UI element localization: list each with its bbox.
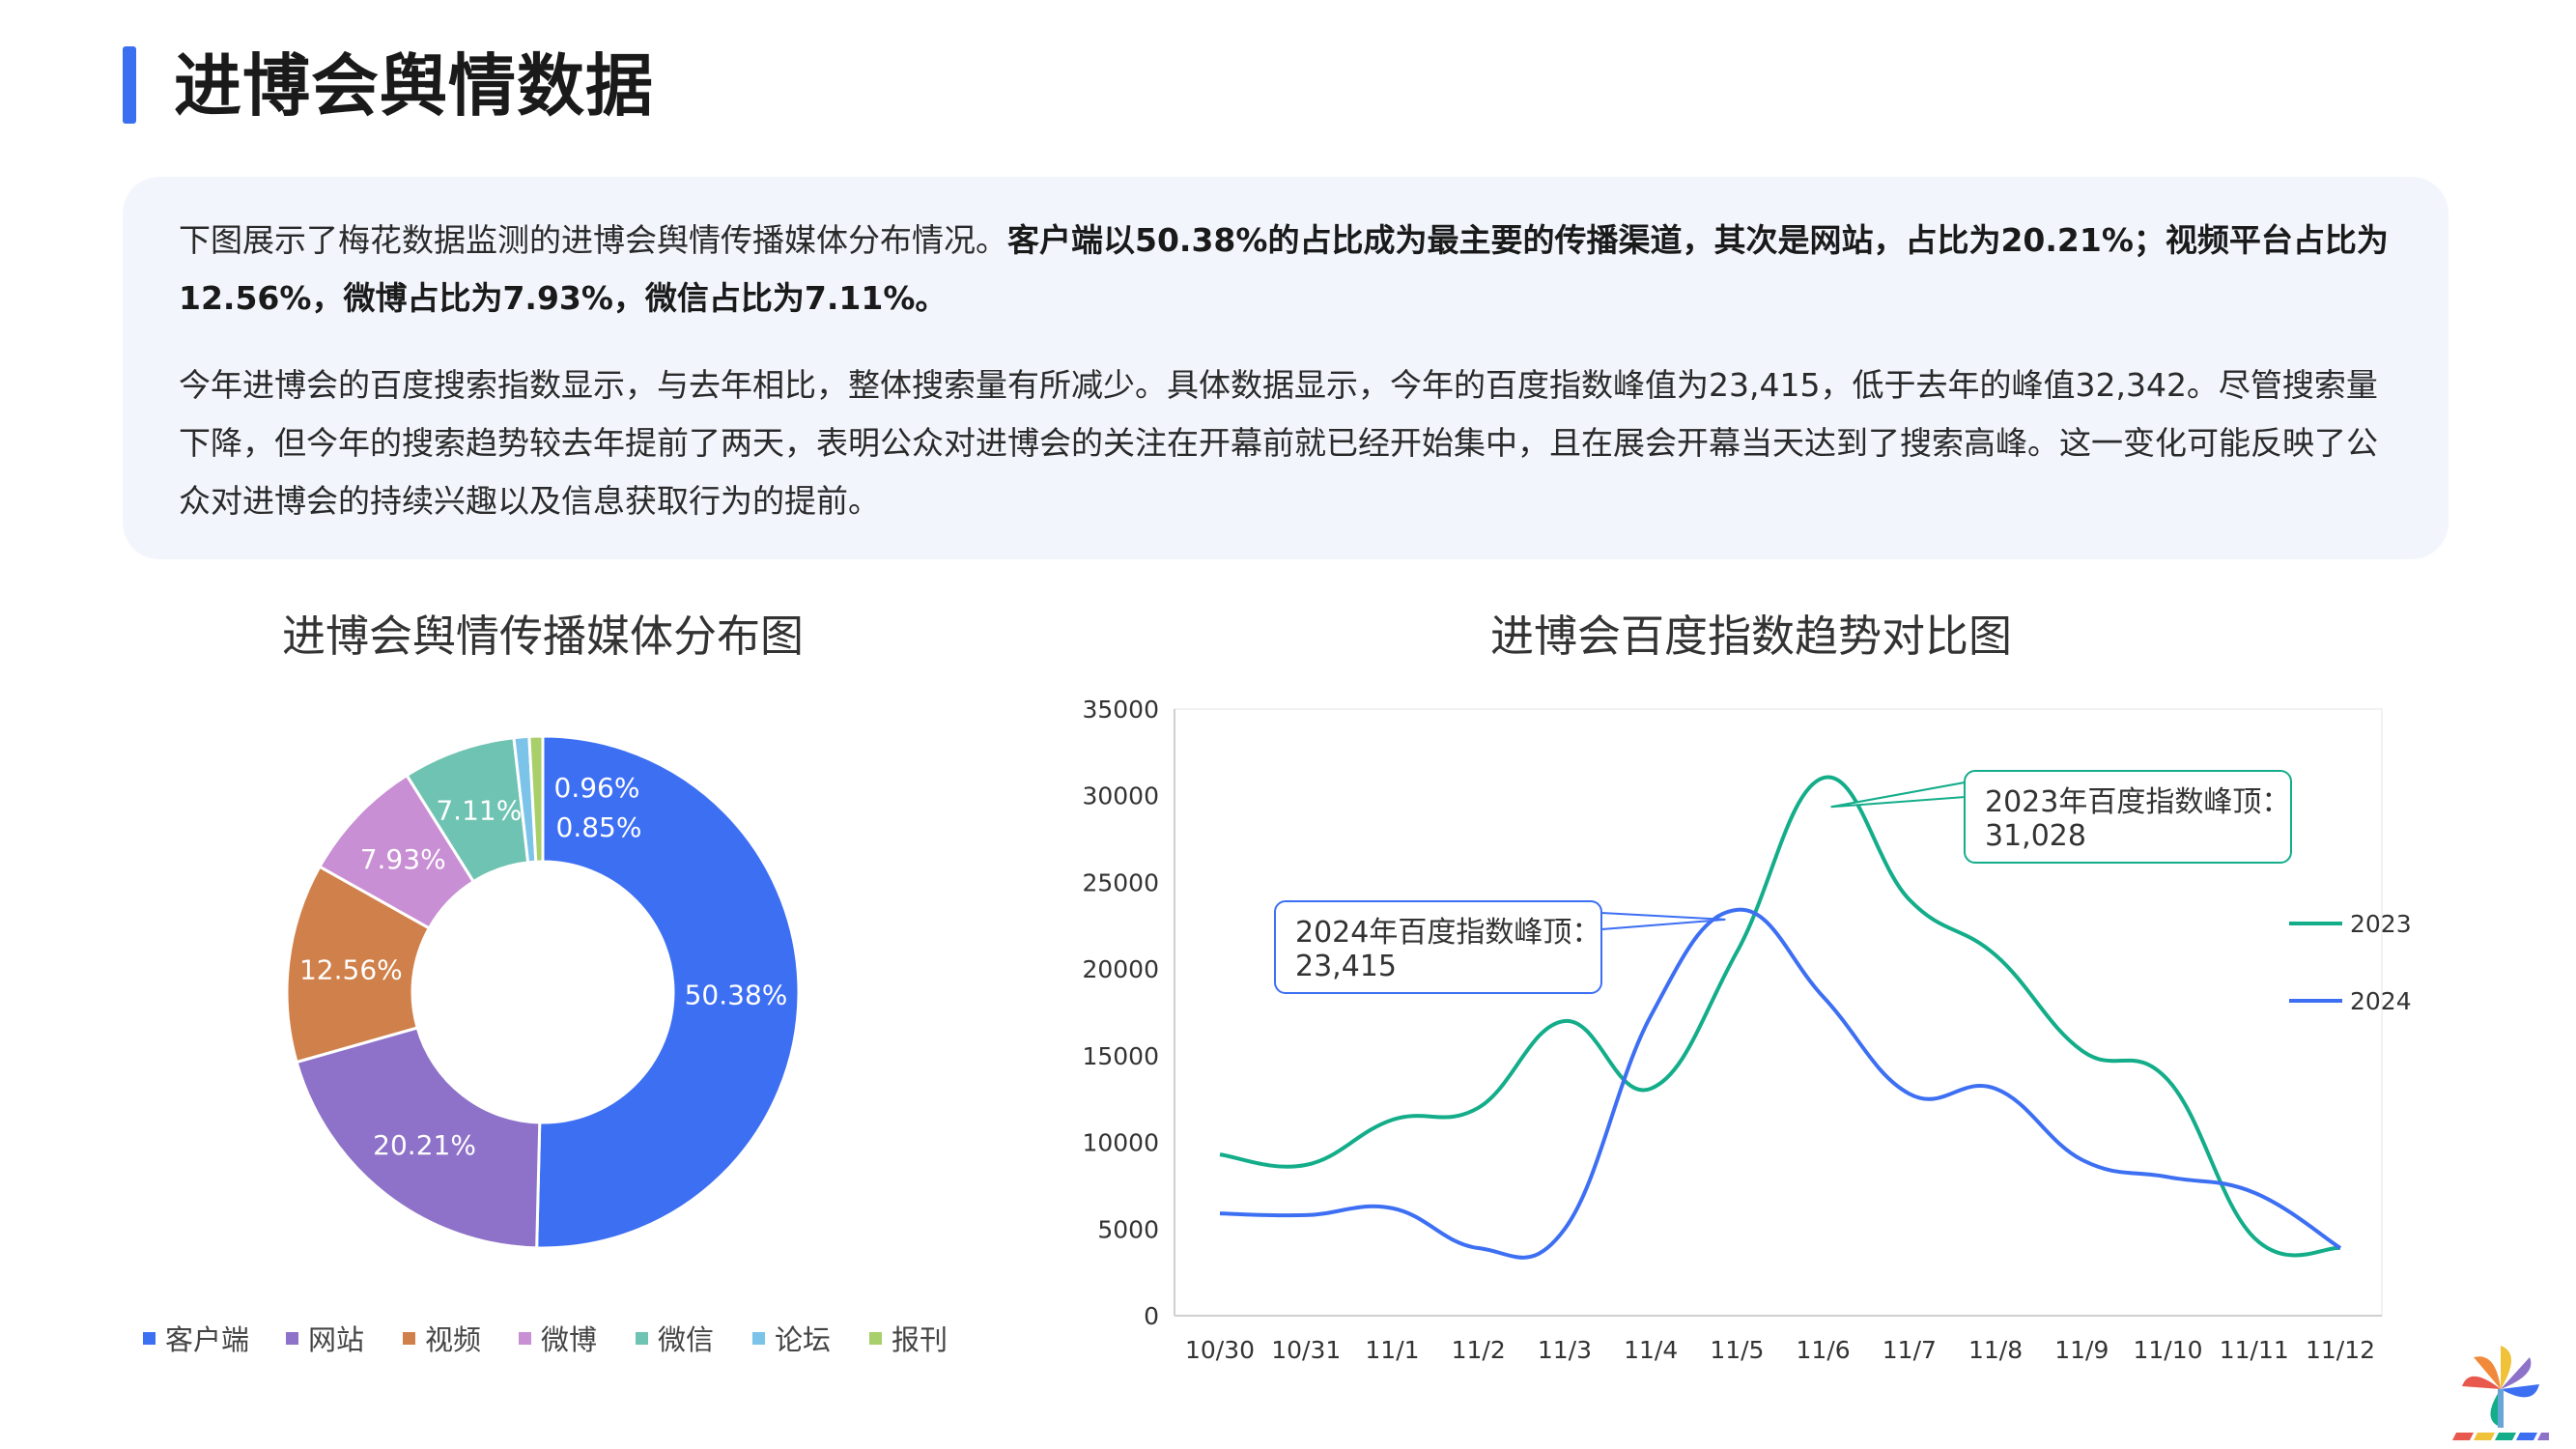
legend-label: 报刊: [892, 1323, 948, 1356]
pie-slice-1: [535, 734, 801, 1250]
line-legend-label-2024: 2024: [2350, 987, 2412, 1015]
title-accent-bar: [123, 46, 136, 124]
legend-label: 客户端: [165, 1323, 250, 1356]
legend-swatch: [752, 1331, 765, 1345]
x-tick-label: 11/4: [1624, 1336, 1678, 1364]
y-tick-label: 0: [1144, 1302, 1159, 1330]
pie-chart-title: 进博会舆情传播媒体分布图: [282, 611, 805, 662]
pie-slice-7: [527, 734, 545, 864]
callout-2024-line2: 23,415: [1295, 950, 1397, 983]
summary-box: 下图展示了梅花数据监测的进博会舆情传播媒体分布情况。客户端以50.38%的占比成…: [123, 177, 2449, 559]
x-tick-label: 11/1: [1365, 1336, 1419, 1364]
pie-chart: 50.38% 20.21% 12.56% 7.93% 7.11% 0.96% 0.85%: [285, 734, 801, 1250]
legend-label: 微信: [658, 1323, 715, 1356]
y-tick-label: 35000: [1082, 696, 1159, 724]
pie-legend-item-5: 微信: [636, 1318, 714, 1358]
x-tick-label: 11/5: [1710, 1336, 1764, 1364]
summary-p1-plain: 下图展示了梅花数据监测的进博会舆情传播媒体分布情况。: [179, 221, 1007, 259]
callout-2023-peak: 2023年百度指数峰顶： 31,028: [1964, 770, 2292, 864]
pie-slice-label-4: 7.93%: [360, 843, 446, 875]
summary-paragraph-2: 今年进博会的百度搜索指数显示，与去年相比，整体搜索量有所减少。具体数据显示，今年…: [179, 366, 2378, 520]
y-tick-label: 30000: [1082, 782, 1159, 810]
y-tick-label: 25000: [1082, 868, 1159, 896]
pie-legend-item-3: 视频: [403, 1318, 481, 1358]
legend-swatch: [143, 1331, 156, 1345]
x-tick-label: 11/9: [2054, 1336, 2109, 1364]
pie-slice-label-3: 12.56%: [299, 954, 403, 986]
pie-slice-label-2: 20.21%: [373, 1129, 476, 1161]
y-tick-label: 15000: [1082, 1042, 1159, 1070]
legend-swatch: [869, 1331, 882, 1345]
x-tick-label: 11/2: [1452, 1336, 1506, 1364]
pie-legend-item-7: 报刊: [869, 1318, 948, 1358]
x-tick-label: 11/6: [1797, 1336, 1851, 1364]
legend-label: 网站: [308, 1323, 365, 1356]
legend-label: 视频: [425, 1323, 482, 1356]
x-tick-label: 11/7: [1882, 1336, 1937, 1364]
pinwheel-logo-icon: [2452, 1346, 2549, 1440]
line-legend-label-2023: 2023: [2350, 910, 2412, 938]
pie-slice-label-5: 7.11%: [436, 794, 522, 826]
legend-swatch: [403, 1331, 415, 1345]
pie-slice-2: [295, 1026, 542, 1250]
x-tick-label: 11/8: [1968, 1336, 2023, 1364]
legend-label: 论坛: [775, 1323, 832, 1356]
pie-slice-label-7: 0.85%: [556, 811, 642, 843]
callout-2023-line1: 2023年百度指数峰顶：: [1985, 785, 2291, 819]
callout-2024-line1: 2024年百度指数峰顶：: [1295, 916, 1601, 950]
pie-slice-label-6: 0.96%: [554, 772, 640, 804]
callout-2023-line2: 31,028: [1985, 819, 2086, 853]
x-tick-label: 11/12: [2306, 1336, 2375, 1364]
x-tick-label: 11/11: [2220, 1336, 2289, 1364]
x-tick-label: 11/3: [1538, 1336, 1592, 1364]
y-tick-label: 10000: [1082, 1129, 1159, 1157]
pie-slice-label-1: 50.38%: [685, 979, 788, 1010]
x-tick-label: 10/30: [1185, 1336, 1255, 1364]
pie-legend-item-1: 客户端: [143, 1318, 249, 1358]
line-chart-title: 进博会百度指数趋势对比图: [1490, 611, 2013, 662]
x-tick-label: 10/31: [1271, 1336, 1341, 1364]
series-line-2023: [1219, 775, 2341, 1258]
legend-swatch: [519, 1331, 531, 1345]
pie-legend-item-2: 网站: [286, 1318, 364, 1358]
legend-swatch: [636, 1331, 648, 1345]
callout-2024-peak: 2024年百度指数峰顶： 23,415: [1274, 900, 1602, 994]
summary-p1-bold: 客户端以50.38%的占比成为最主要的传播渠道，其次是网站，占比为20.21%；…: [179, 221, 2389, 317]
y-tick-label: 20000: [1082, 955, 1159, 983]
x-tick-label: 11/10: [2134, 1336, 2203, 1364]
pie-legend-item-4: 微博: [519, 1318, 597, 1358]
legend-swatch: [286, 1331, 298, 1345]
series-line-2024: [1219, 907, 2342, 1260]
pie-legend-item-6: 论坛: [752, 1318, 831, 1358]
legend-label: 微博: [541, 1323, 598, 1356]
summary-paragraph-1: 下图展示了梅花数据监测的进博会舆情传播媒体分布情况。客户端以50.38%的占比成…: [179, 212, 2392, 327]
y-tick-label: 5000: [1097, 1215, 1159, 1243]
page-title: 进博会舆情数据: [174, 46, 654, 126]
